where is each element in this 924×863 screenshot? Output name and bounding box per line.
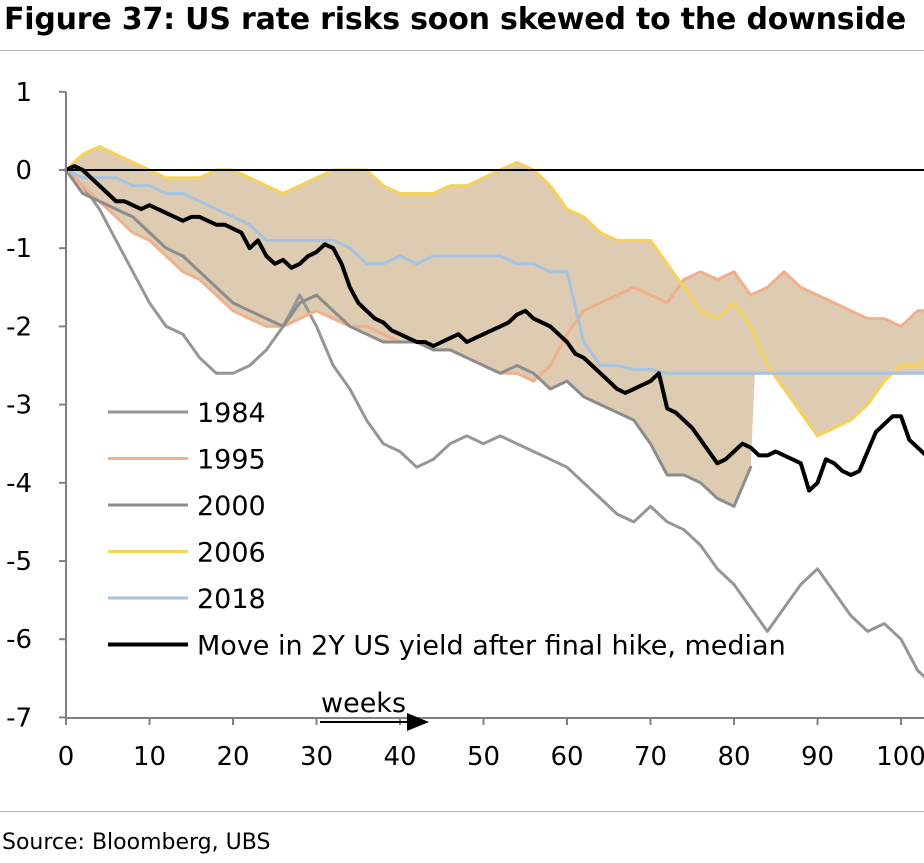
- x-tick-label: 90: [801, 742, 834, 772]
- weeks-arrow-head: [407, 713, 429, 731]
- series-line-1984: [64, 168, 924, 679]
- x-tick-label: 50: [467, 742, 500, 772]
- y-tick-label: -4: [6, 469, 32, 499]
- series-line-2018: [64, 168, 924, 375]
- figure-title: Figure 37: US rate risks soon skewed to …: [4, 2, 906, 37]
- x-tick-label: 10: [133, 742, 166, 772]
- legend-label: 1995: [197, 445, 266, 476]
- legend-label: 1984: [197, 398, 266, 429]
- shaded-range-layer: [66, 146, 924, 507]
- x-tick-label: 30: [300, 742, 333, 772]
- legend-layer: 1984 1995 2000 2006 2018 Move in 2Y US yield …: [108, 398, 786, 662]
- y-tick-label: 0: [15, 156, 32, 186]
- x-tick-label: 60: [550, 742, 583, 772]
- legend-label: Move in 2Y US yield after final hike, me…: [197, 631, 786, 662]
- x-tick-label: 20: [216, 742, 249, 772]
- source-note: Source: Bloomberg, UBS: [2, 830, 271, 855]
- x-tick-label: 40: [383, 742, 416, 772]
- series-line-2000: [64, 168, 753, 508]
- title-divider: [0, 50, 924, 51]
- shaded-range-area: [66, 146, 924, 507]
- x-tick-label: 70: [634, 742, 667, 772]
- x-tick-label: 0: [58, 742, 75, 772]
- axes-layer: 10-1-2-3-4-5-6-70 10 20 30 40 50 60 70 80 90 100: [6, 78, 924, 772]
- legend-label: 2000: [197, 491, 266, 522]
- legend-label: 2006: [197, 538, 266, 569]
- series-line-move: [64, 164, 924, 493]
- line-chart: 10-1-2-3-4-5-6-70 10 20 30 40 50 60 70 80 90 100 1…: [6, 78, 924, 772]
- y-tick-label: -2: [6, 312, 32, 342]
- source-divider: [0, 811, 924, 812]
- x-tick-label: 100: [876, 742, 924, 772]
- x-tick-label: 80: [717, 742, 750, 772]
- annotation-layer: weeks: [320, 688, 429, 731]
- y-tick-label: -7: [6, 703, 32, 733]
- y-tick-label: -6: [6, 625, 32, 655]
- y-tick-label: -3: [6, 391, 32, 421]
- legend-label: 2018: [197, 584, 266, 615]
- weeks-annotation: weeks: [321, 688, 406, 719]
- y-tick-label: -5: [6, 547, 32, 577]
- y-tick-label: 1: [15, 78, 32, 108]
- y-tick-label: -1: [6, 234, 32, 264]
